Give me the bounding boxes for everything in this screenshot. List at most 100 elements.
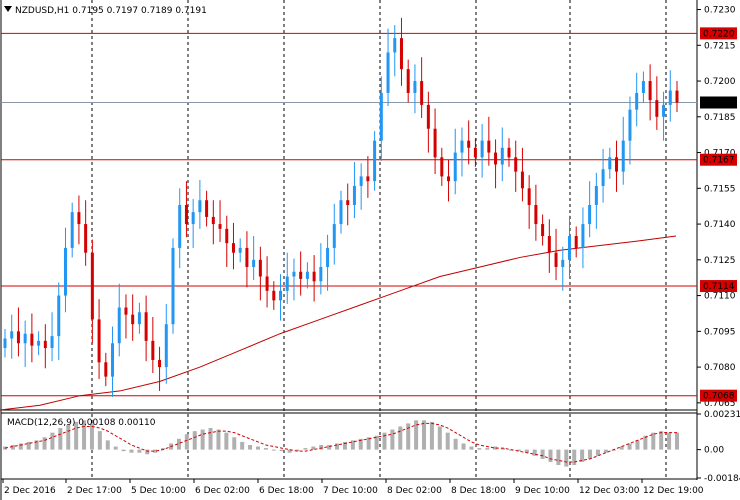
macd-header: MACD(12,26,9) 0.00108 0.00110 <box>7 418 156 428</box>
candle <box>124 294 128 339</box>
candle <box>137 302 141 334</box>
candle <box>312 255 316 302</box>
time-tick-label: 9 Dec 10:00 <box>515 486 570 496</box>
candle <box>23 320 27 368</box>
candle <box>258 246 262 301</box>
macd-histogram-bar <box>295 449 300 452</box>
candle <box>594 172 598 229</box>
price-tick-label: 0.7140 <box>704 220 736 230</box>
candle <box>339 190 343 234</box>
macd-histogram-bar <box>556 449 561 466</box>
candle <box>346 183 350 226</box>
macd-histogram-bar <box>82 420 87 450</box>
time-axis[interactable]: 2 Dec 2016 2 Dec 17:00 5 Dec 10:00 6 Dec 02… <box>2 479 704 496</box>
price-tick-label: 0.7080 <box>704 363 736 373</box>
candle <box>231 222 235 270</box>
time-tick-label: 8 Dec 18:00 <box>451 486 506 496</box>
macd-histogram-bar <box>532 449 537 456</box>
current-price-tag: 0.7191 <box>700 96 737 109</box>
candle <box>413 64 417 114</box>
candle <box>547 219 551 273</box>
time-tick-label: 6 Dec 18:00 <box>259 486 314 496</box>
macd-histogram-bar <box>659 431 664 450</box>
candle <box>554 228 558 281</box>
candle <box>480 123 484 178</box>
chevron-down-icon[interactable] <box>4 6 12 12</box>
macd-histogram-bar <box>184 434 189 450</box>
price-axis[interactable]: 0.7230 0.7215 0.7200 0.7185 0.7170 0.7155 0.71… <box>697 6 737 409</box>
price-tick-label: 0.7200 <box>704 77 736 87</box>
price-tick-label: 0.7170 <box>704 149 736 159</box>
candle <box>111 326 115 397</box>
macd-histogram-bar <box>595 449 600 456</box>
time-tick-label: 2 Dec 17:00 <box>67 486 122 496</box>
candle <box>292 258 296 301</box>
macd-histogram-bar <box>382 432 387 450</box>
candle <box>30 313 34 363</box>
candle <box>373 131 377 191</box>
horizontal-levels[interactable] <box>1 32 697 397</box>
candle <box>178 188 182 269</box>
level-price-tag[interactable]: 0.7114 <box>700 280 737 293</box>
candle <box>487 116 491 166</box>
candle <box>574 226 578 258</box>
macd-histogram-bar <box>429 421 434 450</box>
macd-histogram-bar <box>240 441 245 450</box>
time-tick-label: 6 Dec 02:00 <box>195 486 250 496</box>
macd-histogram-bar <box>485 448 490 450</box>
macd-histogram-bar <box>358 438 363 450</box>
candle <box>3 328 7 358</box>
candle <box>399 17 403 86</box>
candle <box>218 200 222 242</box>
level-price-tag[interactable]: 0.7167 <box>700 153 737 166</box>
candle <box>420 57 424 118</box>
macd-histogram-bar <box>619 446 624 450</box>
macd-histogram-bar <box>208 428 213 450</box>
svg-text:0.7191: 0.7191 <box>703 99 735 109</box>
candle <box>164 303 168 384</box>
candle <box>520 147 524 202</box>
macd-histogram-bar <box>461 443 466 450</box>
candle <box>131 294 135 341</box>
candle <box>211 200 215 245</box>
macd-histogram-bar <box>445 432 450 450</box>
macd-histogram-bar <box>224 432 229 450</box>
time-tick-label: 12 Dec 03:00 <box>579 486 640 496</box>
macd-histogram-bar <box>342 441 347 450</box>
candle <box>43 324 47 369</box>
candle <box>366 156 370 198</box>
candle <box>393 25 397 77</box>
candle <box>641 71 645 103</box>
macd-histogram-bar <box>437 426 442 450</box>
macd-histogram-bar <box>303 448 308 450</box>
macd-axis: 0.00231 0.00 -0.00184 <box>697 410 740 484</box>
level-price-tag[interactable]: 0.7068 <box>700 389 737 402</box>
candle <box>104 352 108 387</box>
svg-text:0.7068: 0.7068 <box>703 392 735 402</box>
macd-histogram-bar <box>327 444 332 450</box>
macd-histogram-bar <box>18 443 23 450</box>
candle <box>406 59 410 103</box>
candle <box>117 283 121 357</box>
macd-histogram-bar <box>319 444 324 450</box>
macd-histogram-bar <box>667 432 672 450</box>
macd-histogram-bar <box>271 449 276 451</box>
candle <box>581 207 585 269</box>
candle <box>279 274 283 321</box>
price-tick-label: 0.7215 <box>704 41 736 51</box>
macd-histogram-bar <box>335 443 340 450</box>
candle <box>50 312 54 362</box>
candle <box>97 299 101 380</box>
macd-histogram-bar <box>200 429 205 450</box>
candle <box>648 64 652 121</box>
candle <box>10 314 14 359</box>
macd-histogram-bar <box>137 449 142 453</box>
candle <box>527 175 531 229</box>
candle <box>662 91 666 141</box>
macd-histogram-bar <box>540 449 545 459</box>
level-price-tag[interactable]: 0.7220 <box>700 27 737 40</box>
candle <box>467 120 471 165</box>
candlestick-series <box>3 17 679 397</box>
